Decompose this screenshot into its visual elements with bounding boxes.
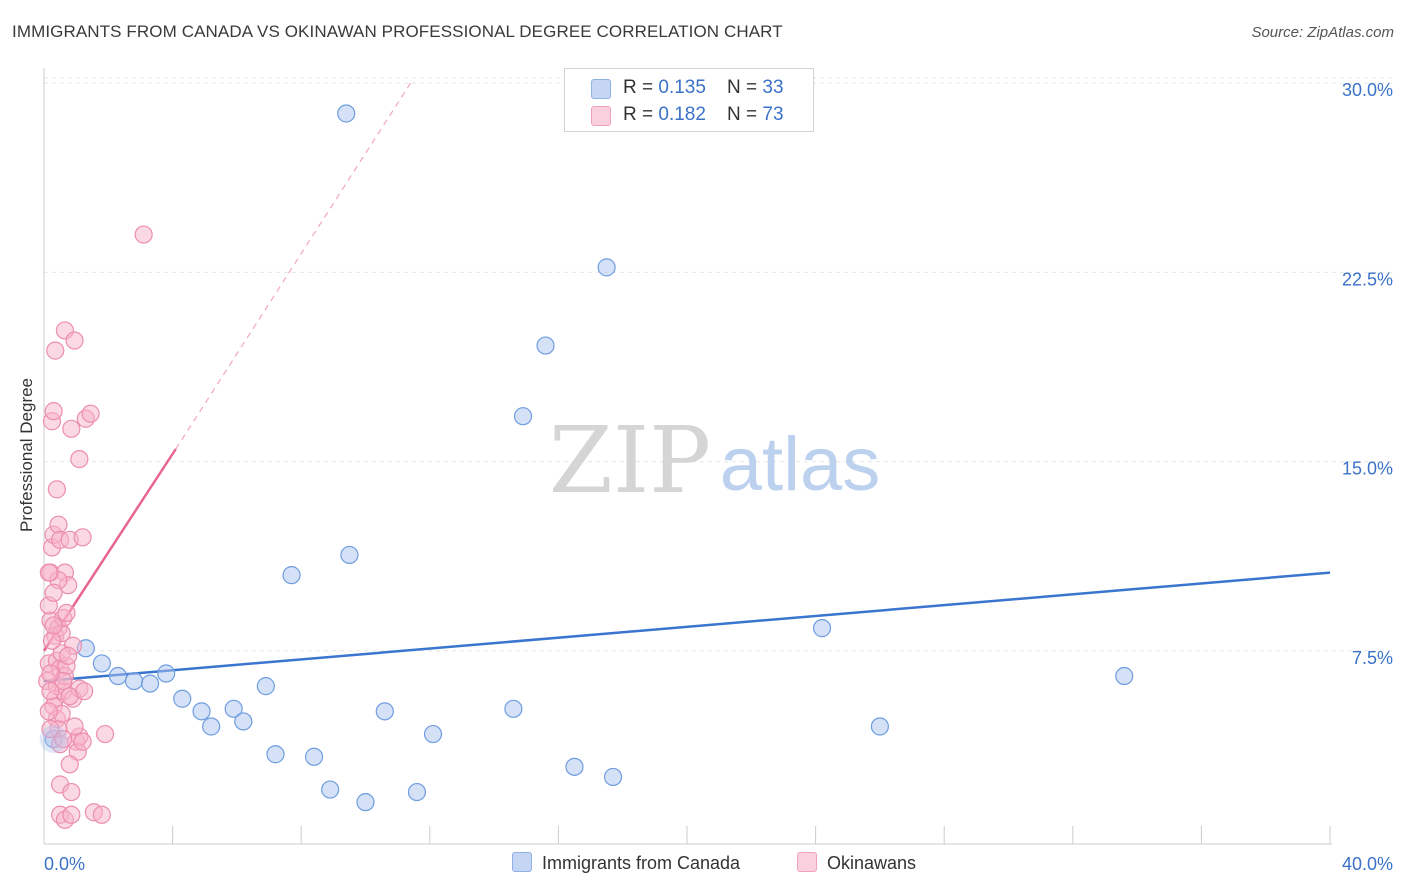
legend-r-value: 0.135 (658, 77, 706, 98)
grid-lines (44, 77, 1394, 652)
point-okinawan (54, 729, 73, 749)
legend-label-canada: Immigrants from Canada (542, 853, 741, 873)
y-tick-label: 15.0% (1342, 459, 1393, 479)
point-okinawan (60, 755, 79, 774)
trend-line-okinawans (175, 82, 412, 450)
point-okinawan (92, 805, 111, 824)
point-canada (234, 712, 253, 731)
point-canada (192, 702, 211, 721)
correlation-legend: R = 0.135 N = 33 R = 0.182 N = 73 (564, 68, 814, 132)
point-okinawan (46, 341, 65, 360)
point-okinawan (65, 331, 84, 350)
point-canada (407, 782, 427, 802)
legend-label-okinawans: Okinawans (827, 853, 917, 873)
x-tick-label-max: 40.0% (1342, 854, 1393, 874)
watermark-atlas: atlas (720, 422, 881, 507)
legend-r-value: 0.182 (658, 104, 706, 125)
point-okinawan (44, 402, 63, 421)
point-canada (375, 702, 394, 721)
point-canada (513, 407, 533, 426)
point-canada (356, 793, 375, 812)
point-okinawan (62, 782, 81, 802)
point-okinawan (59, 646, 78, 665)
point-canada (140, 674, 160, 693)
legend-n-value: 73 (762, 104, 784, 125)
point-canada (282, 566, 301, 585)
point-canada (224, 699, 243, 718)
point-canada (92, 654, 111, 673)
point-canada (157, 664, 176, 683)
point-canada (812, 619, 832, 638)
chart-title: IMMIGRANTS FROM CANADA VS OKINAWAN PROFE… (12, 22, 783, 41)
tick-labels: 7.5% 15.0% 22.5% 30.0% 0.0% 40.0% (44, 80, 1393, 874)
legend-swatch-pink (591, 106, 611, 126)
point-canada (321, 780, 340, 799)
point-canada (536, 336, 555, 355)
point-okinawan (65, 717, 84, 736)
legend-n-value: 33 (762, 77, 784, 98)
point-okinawan (81, 404, 100, 423)
point-canada (304, 747, 324, 766)
legend-item-okinawans[interactable]: Okinawans (797, 852, 916, 874)
axes (43, 68, 1332, 845)
x-tick-label-min: 0.0% (44, 854, 85, 874)
legend-n-label: N = (727, 104, 763, 125)
point-canada (597, 258, 616, 277)
point-okinawan (41, 682, 60, 701)
point-okinawan (47, 480, 66, 499)
point-canada (173, 689, 192, 708)
point-okinawan (44, 616, 63, 635)
point-okinawan (44, 583, 63, 602)
watermark: ZIP atlas (549, 407, 880, 514)
legend-r-label: R = (623, 77, 659, 98)
point-canada (256, 677, 275, 696)
point-canada-large (39, 725, 68, 754)
point-okinawan (41, 719, 60, 739)
point-canada (266, 745, 285, 764)
point-okinawan (75, 682, 94, 701)
point-okinawan (95, 724, 115, 744)
y-tick-label: 30.0% (1342, 80, 1393, 100)
watermark-zip: ZIP (549, 407, 711, 514)
point-canada (108, 666, 128, 686)
legend-item-canada[interactable]: Immigrants from Canada (512, 852, 740, 874)
legend-swatch-pink (797, 852, 817, 872)
point-okinawan (57, 603, 76, 623)
y-tick-label: 7.5% (1352, 648, 1393, 668)
point-canada (870, 717, 890, 736)
point-canada (202, 717, 221, 736)
point-okinawan (70, 449, 89, 469)
point-okinawan (62, 805, 81, 824)
point-okinawan (41, 664, 60, 683)
point-okinawan (42, 631, 62, 650)
legend-r-label: R = (623, 104, 659, 125)
data-points (38, 104, 1134, 829)
point-okinawan (62, 419, 81, 438)
trend-line-canada (43, 571, 1331, 683)
legend-swatch-blue (591, 79, 611, 99)
point-okinawan (39, 563, 58, 582)
point-canada (337, 104, 356, 123)
source-label: Source: ZipAtlas.com (1251, 24, 1394, 41)
legend-n-label: N = (727, 77, 763, 98)
y-tick-label: 22.5% (1342, 269, 1393, 289)
trend-lines (42, 82, 1331, 683)
point-canada (423, 724, 443, 744)
point-canada (124, 671, 144, 691)
point-canada (1115, 666, 1134, 686)
point-canada (340, 545, 359, 565)
point-okinawan (134, 225, 153, 244)
point-canada (565, 757, 584, 776)
point-okinawan (39, 702, 58, 721)
legend-swatch-blue (512, 852, 532, 872)
point-canada (504, 699, 523, 718)
point-okinawan (73, 732, 92, 751)
point-okinawan (73, 528, 92, 547)
point-okinawan (49, 515, 68, 534)
point-canada (603, 767, 623, 787)
